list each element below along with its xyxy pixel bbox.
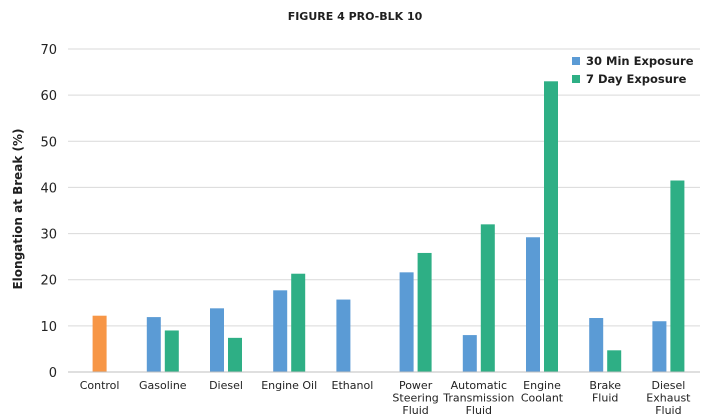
x-tick-label: Diesel [209, 379, 243, 392]
bar-7day [670, 180, 685, 372]
bars [92, 81, 685, 373]
bar-7day [228, 337, 242, 372]
x-tick-label: Gasoline [139, 379, 187, 392]
y-tick-label: 70 [40, 43, 57, 58]
bar-30min [652, 321, 667, 372]
x-tick-label: Engine Coolant [521, 379, 564, 405]
bar-30min [399, 272, 414, 372]
bar-30min [526, 237, 540, 372]
gridlines [68, 48, 700, 327]
x-tick-label: Power Steering Fluid [392, 379, 438, 416]
y-tick-label: 10 [40, 320, 57, 335]
x-tick-label: Ethanol [332, 379, 374, 392]
y-tick-label: 0 [49, 366, 57, 381]
bar-7day [480, 224, 495, 372]
y-tick-label: 60 [40, 89, 57, 104]
x-tick-label: Control [80, 379, 120, 392]
bar-7day [417, 252, 432, 372]
bar-30min [336, 299, 351, 372]
x-tick-label: Engine Oil [261, 379, 317, 392]
y-tick-label: 40 [40, 181, 57, 196]
y-axis-ticks: 0 10 20 30 40 50 60 70 [40, 43, 57, 381]
bar-30min [146, 317, 161, 372]
legend: 30 Min Exposure 7 Day Exposure [572, 54, 694, 86]
chart-title: FIGURE 4 PRO-BLK 10 [288, 10, 423, 23]
y-tick-label: 30 [40, 228, 57, 243]
x-tick-label: Automatic Transmission Fluid [442, 379, 514, 416]
x-tick-label: Brake Fluid [589, 379, 621, 405]
y-tick-label: 20 [40, 274, 57, 289]
bar-30min [273, 290, 288, 372]
legend-label: 7 Day Exposure [586, 72, 687, 86]
bar-7day [291, 273, 306, 372]
bar-7day [607, 350, 622, 372]
bar-control [92, 315, 107, 372]
legend-swatch [572, 75, 580, 83]
y-tick-label: 50 [40, 135, 57, 150]
bar-30min [589, 318, 604, 372]
x-tick-label: Diesel Exhaust Fluid [646, 379, 691, 416]
bar-30min [210, 308, 224, 372]
legend-label: 30 Min Exposure [586, 54, 694, 68]
y-axis-label: Elongation at Break (%) [11, 128, 25, 289]
legend-swatch [572, 57, 580, 65]
bar-7day [164, 330, 179, 372]
x-axis-ticks: Control Gasoline Diesel Engine Oil Ethanol Po… [80, 379, 691, 416]
bar-30min [462, 335, 477, 372]
bar-7day [544, 81, 558, 373]
